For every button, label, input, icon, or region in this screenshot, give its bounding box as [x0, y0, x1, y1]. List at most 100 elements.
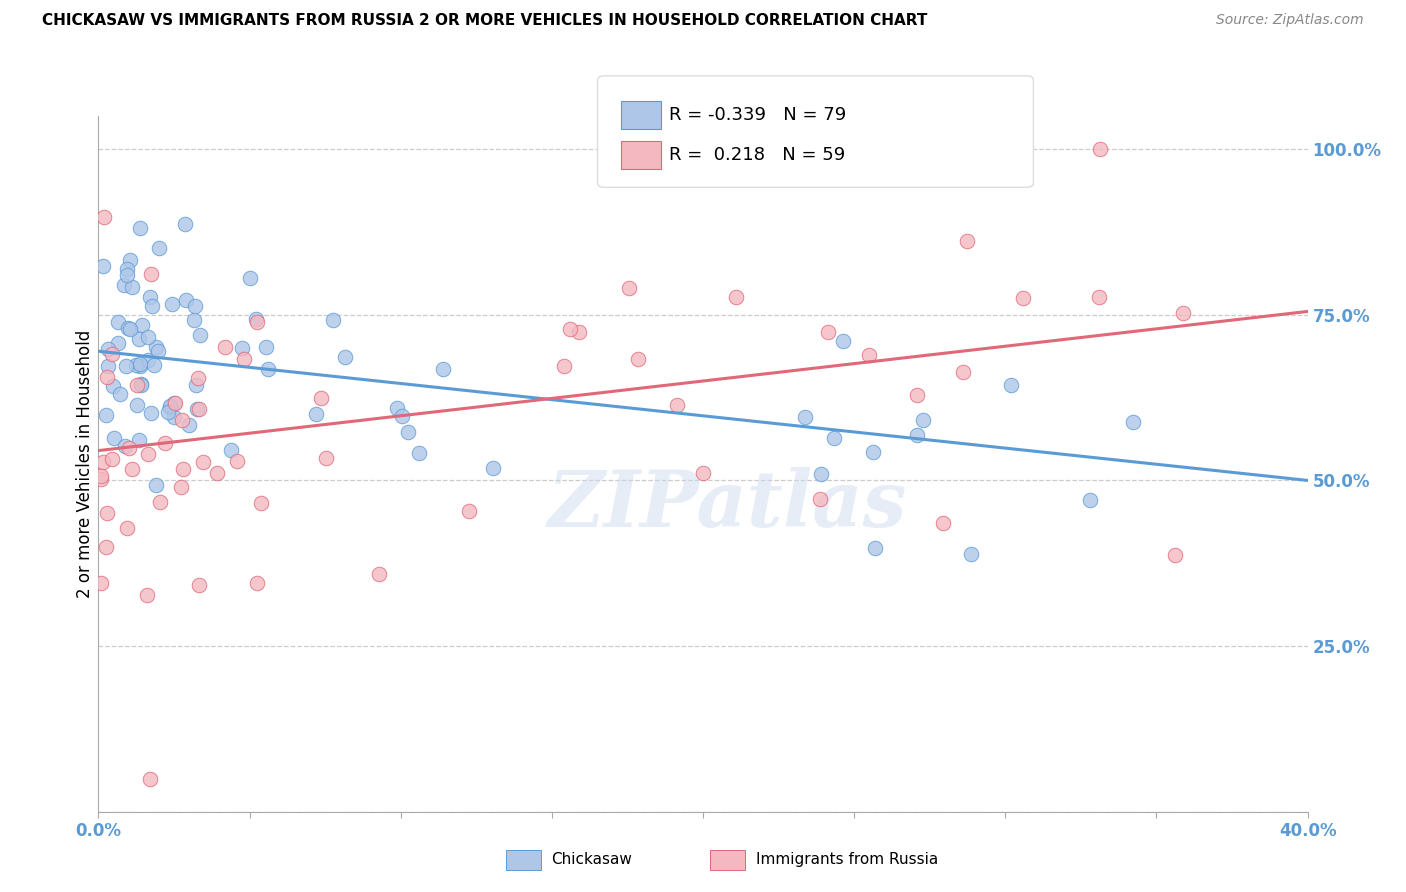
Point — [368, 566, 391, 581]
Point — [960, 548, 983, 562]
Point — [169, 480, 191, 494]
Point — [101, 347, 124, 361]
Point — [256, 362, 278, 376]
Point — [626, 351, 648, 366]
Point — [862, 445, 884, 459]
Point — [153, 435, 176, 450]
Point — [188, 327, 211, 342]
Point — [121, 279, 143, 293]
Point — [184, 377, 207, 392]
Point — [125, 377, 148, 392]
Point — [142, 358, 165, 372]
Point — [139, 290, 162, 304]
Point — [231, 341, 253, 355]
Point — [131, 376, 153, 391]
Point — [128, 332, 150, 346]
Point — [322, 313, 344, 327]
Point — [139, 772, 162, 786]
Point — [1090, 142, 1112, 156]
Point — [226, 454, 249, 468]
Point — [560, 322, 582, 336]
Point — [125, 358, 148, 372]
Point — [810, 467, 832, 481]
Point — [163, 395, 186, 409]
Point — [120, 322, 142, 336]
Point — [188, 578, 211, 592]
Text: ZIPatlas: ZIPatlas — [547, 467, 907, 544]
Point — [93, 455, 115, 469]
Point — [187, 370, 209, 384]
Point — [1078, 492, 1101, 507]
Point — [90, 472, 112, 486]
Point — [911, 413, 934, 427]
Point — [692, 466, 714, 480]
Point — [136, 353, 159, 368]
Point — [391, 409, 413, 423]
Point — [905, 428, 928, 442]
Point — [831, 334, 853, 348]
Point — [205, 466, 228, 480]
Point — [1087, 290, 1109, 304]
Point — [172, 462, 194, 476]
Text: CHICKASAW VS IMMIGRANTS FROM RUSSIA 2 OR MORE VEHICLES IN HOUSEHOLD CORRELATION : CHICKASAW VS IMMIGRANTS FROM RUSSIA 2 OR… — [42, 13, 928, 29]
Point — [239, 271, 262, 285]
Point — [96, 506, 118, 520]
Point — [333, 351, 356, 365]
Text: Immigrants from Russia: Immigrants from Russia — [756, 853, 939, 867]
Point — [617, 281, 640, 295]
Point — [114, 439, 136, 453]
Point — [1164, 548, 1187, 562]
Point — [858, 348, 880, 362]
Point — [145, 478, 167, 492]
Point — [162, 296, 184, 310]
Point — [309, 392, 332, 406]
Text: Source: ZipAtlas.com: Source: ZipAtlas.com — [1216, 13, 1364, 28]
Point — [817, 326, 839, 340]
Point — [115, 521, 138, 535]
Point — [457, 504, 479, 518]
Point — [305, 407, 328, 421]
Point — [125, 398, 148, 412]
Point — [184, 299, 207, 313]
Point — [553, 359, 575, 373]
Point — [90, 576, 112, 591]
Point — [141, 267, 163, 281]
Y-axis label: 2 or more Vehicles in Household: 2 or more Vehicles in Household — [76, 330, 94, 598]
Point — [191, 455, 214, 469]
Point — [188, 402, 211, 417]
Point — [145, 340, 167, 354]
Point — [129, 359, 152, 374]
Point — [103, 431, 125, 445]
Point — [117, 321, 139, 335]
Point — [481, 461, 503, 475]
Point — [157, 404, 180, 418]
Point — [117, 268, 139, 282]
Point — [96, 540, 118, 554]
Point — [232, 352, 254, 367]
Point — [163, 410, 186, 425]
Point — [101, 452, 124, 467]
Point — [97, 343, 120, 357]
Point — [186, 401, 208, 416]
Point — [101, 379, 124, 393]
Point — [1122, 415, 1144, 429]
Point — [97, 359, 120, 374]
Point — [129, 220, 152, 235]
Text: Chickasaw: Chickasaw — [551, 853, 633, 867]
Point — [823, 431, 845, 445]
Point — [245, 312, 267, 326]
Point — [432, 362, 454, 376]
Point — [666, 398, 689, 412]
Point — [219, 442, 242, 457]
Point — [905, 388, 928, 402]
Point — [138, 447, 160, 461]
Point — [173, 217, 195, 231]
Point — [107, 336, 129, 351]
Point — [107, 315, 129, 329]
Point — [1171, 306, 1194, 320]
Point — [135, 588, 157, 602]
Point — [148, 241, 170, 255]
Point — [114, 359, 136, 373]
Point — [254, 340, 277, 354]
Point — [148, 495, 170, 509]
